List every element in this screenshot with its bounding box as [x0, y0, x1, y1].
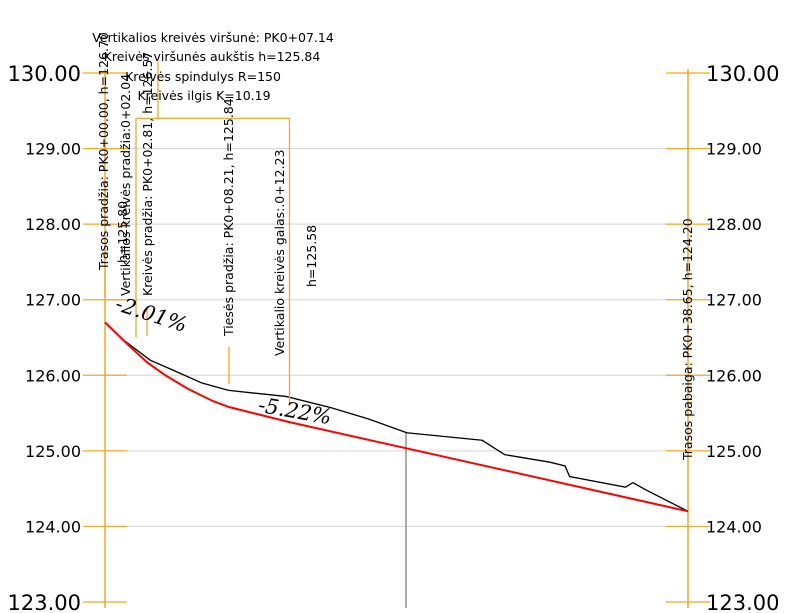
y-tick-label-right: 125.00 [706, 442, 762, 461]
y-tick-label-left: 129.00 [25, 140, 81, 159]
y-tick-label-right: 126.00 [706, 366, 762, 385]
y-tick-label-right: 124.00 [706, 517, 762, 536]
station-label: Vertikalio kreivės galas:.0+12.23 [272, 149, 287, 356]
station-h-label: h=125.80 [115, 201, 130, 263]
station-h-label: h=125.58 [304, 225, 319, 287]
y-tick-label-left: 125.00 [25, 442, 81, 461]
y-tick-label-left: 124.00 [25, 517, 81, 536]
text-labels: 130.00 130.00 129.00 129.00 128.00 128.00 127.… [8, 30, 780, 613]
station-label: Trasos pradžia: PK0+00.00, h=126.70 [96, 32, 111, 271]
y-tick-label-right: 129.00 [706, 140, 762, 159]
design-line [104, 321, 689, 513]
terrain-line [104, 321, 689, 512]
curve-bracket [135, 117, 291, 406]
grid-lines [105, 148, 688, 608]
station-markers [104, 271, 230, 384]
y-tick-label-right: 130.00 [706, 62, 779, 86]
curve-box-label: Kreivės spindulys R=150 [125, 69, 281, 84]
terrain-profile [104, 321, 689, 512]
curve-box-label: Kreivės viršunės aukštis h=125.84 [104, 49, 321, 64]
station-label: Kreivės pradžia: PK0+02.81, h=126.57 [140, 52, 155, 296]
station-label: Vertikalios kreivės pradžia:0+02.04 [118, 74, 133, 296]
y-tick-label-right: 128.00 [706, 215, 762, 234]
vertical-curve-box [135, 62, 291, 406]
y-tick-label-left: 130.00 [8, 62, 81, 86]
curve-box-label: Kreivės ilgis K=10.19 [137, 88, 270, 103]
y-tick-label-left: 126.00 [25, 366, 81, 385]
y-tick-label-right: 127.00 [706, 291, 762, 310]
design-profile [104, 321, 689, 513]
axes [83, 69, 710, 608]
grade-label: -2.01% [113, 291, 191, 337]
y-tick-label-left: 123.00 [8, 591, 81, 613]
y-tick-label-left: 128.00 [25, 215, 81, 234]
curve-box-label: Vertikalios kreivės viršunė: PK0+07.14 [92, 30, 334, 45]
y-tick-label-left: 127.00 [25, 291, 81, 310]
y-tick-label-right: 123.00 [706, 591, 779, 613]
station-label: Tiesės pradžia: PK0+08.21, h=125.84 [221, 98, 236, 337]
station-label: Trasos pabaiga: PK0+38.65, h=124.20 [680, 218, 695, 461]
